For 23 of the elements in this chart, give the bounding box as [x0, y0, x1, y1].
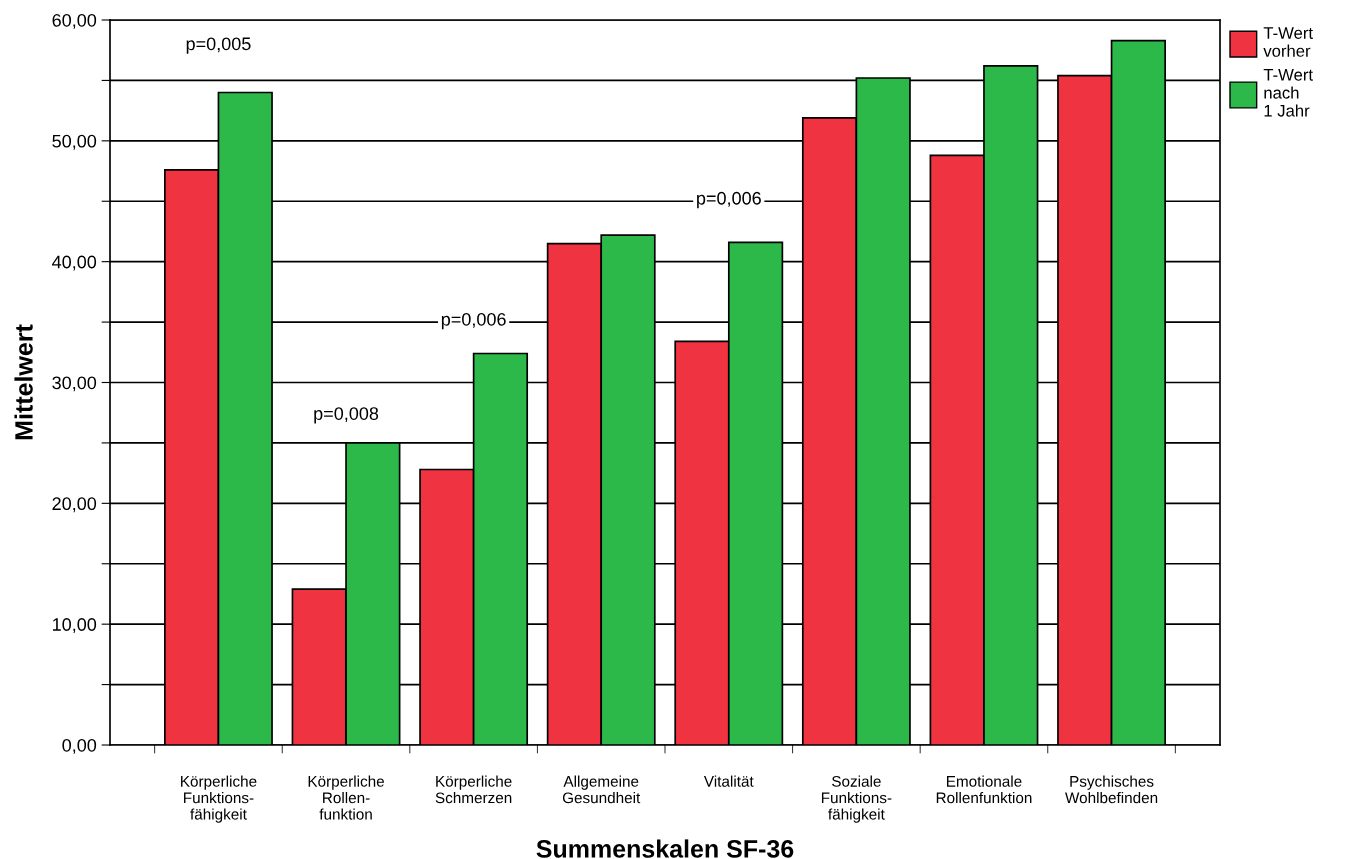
y-axis-title: Mittelwert: [14, 324, 33, 440]
x-tick-label: Vitalität: [703, 775, 754, 787]
annotation: p=0,006: [441, 312, 506, 330]
annotation: p=0,008: [314, 407, 379, 424]
x-tick-label: Körperliche Schmerzen: [435, 775, 512, 804]
legend-label: T-Wert nach 1 Jahr: [1263, 69, 1313, 117]
x-tick-label: Körperliche Funktions- fähigkeit: [181, 775, 257, 823]
legend-label: T-Wert vorher: [1263, 27, 1313, 57]
x-tick-label: Allgemeine Gesundheit: [562, 775, 641, 804]
y-tick-label: 20,00: [52, 497, 97, 513]
annotation: p=0,006: [697, 191, 761, 209]
y-tick-label: 0,00: [62, 738, 97, 754]
x-tick-label: Psychisches Wohlbefinden: [1065, 775, 1158, 804]
x-tick-label: Körperliche Rollen- funktion: [308, 775, 384, 820]
x-axis-title: Summenskalen SF-36: [536, 839, 794, 858]
x-tick-label: Emotionale Rollenfunktion: [936, 775, 1032, 804]
annotation: p=0,005: [186, 37, 251, 54]
y-tick-label: 40,00: [52, 255, 97, 271]
y-tick-label: 30,00: [52, 376, 97, 392]
x-tick-label: Soziale Funktions- fähigkeit: [821, 775, 892, 823]
y-tick-label: 10,00: [53, 618, 97, 634]
y-tick-label: 50,00: [52, 134, 97, 150]
y-tick-label: 60,00: [52, 13, 97, 29]
